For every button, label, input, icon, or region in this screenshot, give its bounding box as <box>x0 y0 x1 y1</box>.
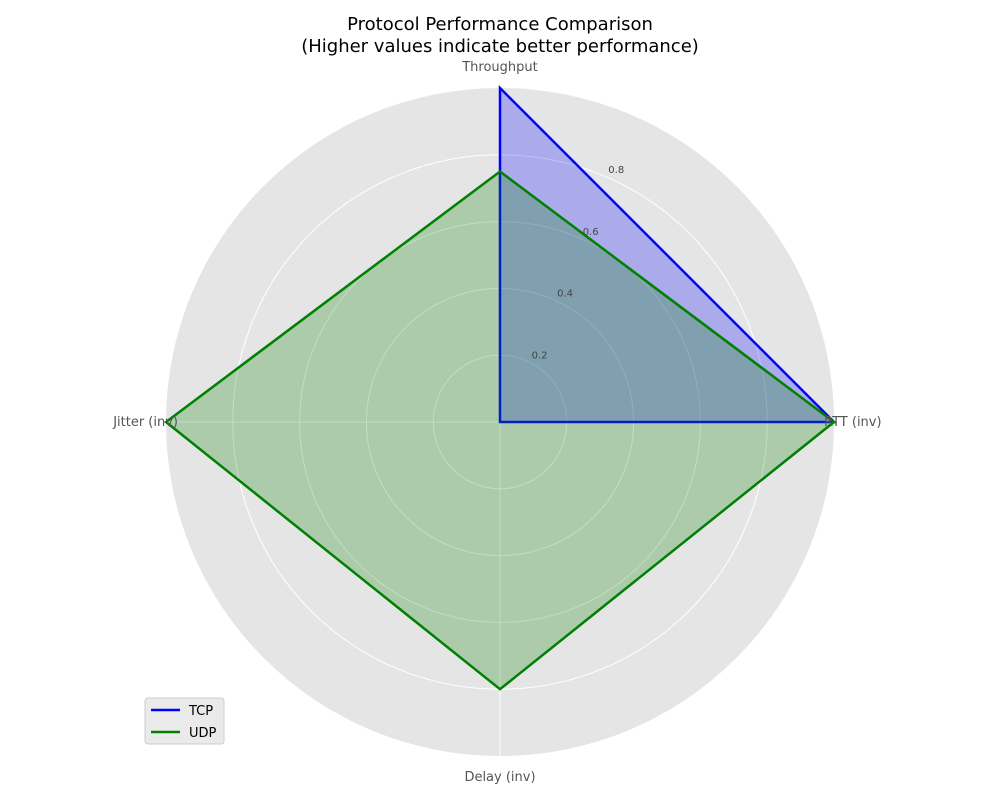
axis-label-throughput: Throughput <box>461 60 538 75</box>
series-line-udp <box>163 169 837 691</box>
series-area-udp <box>166 171 834 690</box>
legend[interactable]: TCP UDP <box>144 697 225 745</box>
series-line-tcp <box>498 84 838 424</box>
radial-tick-labels: 0.2 0.4 0.6 0.8 <box>532 165 625 361</box>
radial-tick-label: 0.6 <box>583 227 599 238</box>
series-tcp <box>498 84 838 424</box>
chart-subtitle: (Higher values indicate better performan… <box>301 36 699 57</box>
radial-tick-label: 0.8 <box>608 165 624 176</box>
legend-label-udp: UDP <box>189 726 217 741</box>
legend-label-tcp: TCP <box>188 704 213 719</box>
radial-tick-label: 0.4 <box>557 289 573 300</box>
axis-label-jitter: Jitter (inv) <box>112 415 178 430</box>
axis-label-rtt: RTT (inv) <box>824 415 882 430</box>
plot-area <box>163 84 838 756</box>
axis-label-delay: Delay (inv) <box>464 770 535 785</box>
radial-tick-label: 0.2 <box>532 350 548 361</box>
chart-title: Protocol Performance Comparison <box>347 14 653 35</box>
series-udp <box>163 169 837 691</box>
